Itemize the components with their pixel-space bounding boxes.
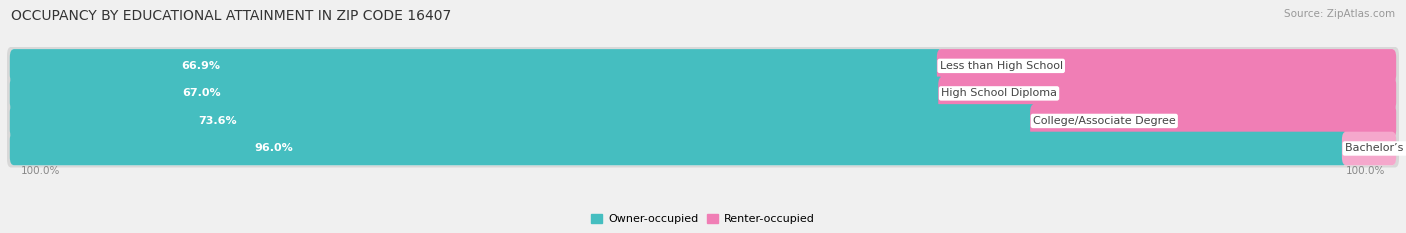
FancyBboxPatch shape bbox=[1341, 132, 1396, 165]
FancyBboxPatch shape bbox=[10, 104, 1396, 138]
Text: 100.0%: 100.0% bbox=[1346, 166, 1385, 176]
FancyBboxPatch shape bbox=[7, 102, 1399, 140]
FancyBboxPatch shape bbox=[10, 49, 942, 83]
FancyBboxPatch shape bbox=[7, 130, 1399, 168]
Text: 66.9%: 66.9% bbox=[181, 61, 221, 71]
FancyBboxPatch shape bbox=[10, 132, 1347, 165]
FancyBboxPatch shape bbox=[938, 77, 1396, 110]
FancyBboxPatch shape bbox=[10, 77, 943, 110]
Text: 67.0%: 67.0% bbox=[181, 88, 221, 98]
Legend: Owner-occupied, Renter-occupied: Owner-occupied, Renter-occupied bbox=[586, 209, 820, 229]
Text: College/Associate Degree: College/Associate Degree bbox=[1033, 116, 1175, 126]
FancyBboxPatch shape bbox=[936, 49, 1396, 83]
Text: 96.0%: 96.0% bbox=[254, 144, 294, 154]
Text: Bachelor’s Degree or higher: Bachelor’s Degree or higher bbox=[1344, 144, 1406, 154]
FancyBboxPatch shape bbox=[7, 74, 1399, 112]
FancyBboxPatch shape bbox=[10, 104, 1036, 138]
Text: OCCUPANCY BY EDUCATIONAL ATTAINMENT IN ZIP CODE 16407: OCCUPANCY BY EDUCATIONAL ATTAINMENT IN Z… bbox=[11, 9, 451, 23]
FancyBboxPatch shape bbox=[10, 77, 1396, 110]
Text: Source: ZipAtlas.com: Source: ZipAtlas.com bbox=[1284, 9, 1395, 19]
Text: 73.6%: 73.6% bbox=[198, 116, 238, 126]
FancyBboxPatch shape bbox=[10, 132, 1396, 165]
FancyBboxPatch shape bbox=[7, 47, 1399, 85]
FancyBboxPatch shape bbox=[1031, 104, 1396, 138]
Text: 100.0%: 100.0% bbox=[21, 166, 60, 176]
Text: Less than High School: Less than High School bbox=[939, 61, 1063, 71]
FancyBboxPatch shape bbox=[10, 49, 1396, 83]
Text: High School Diploma: High School Diploma bbox=[941, 88, 1057, 98]
